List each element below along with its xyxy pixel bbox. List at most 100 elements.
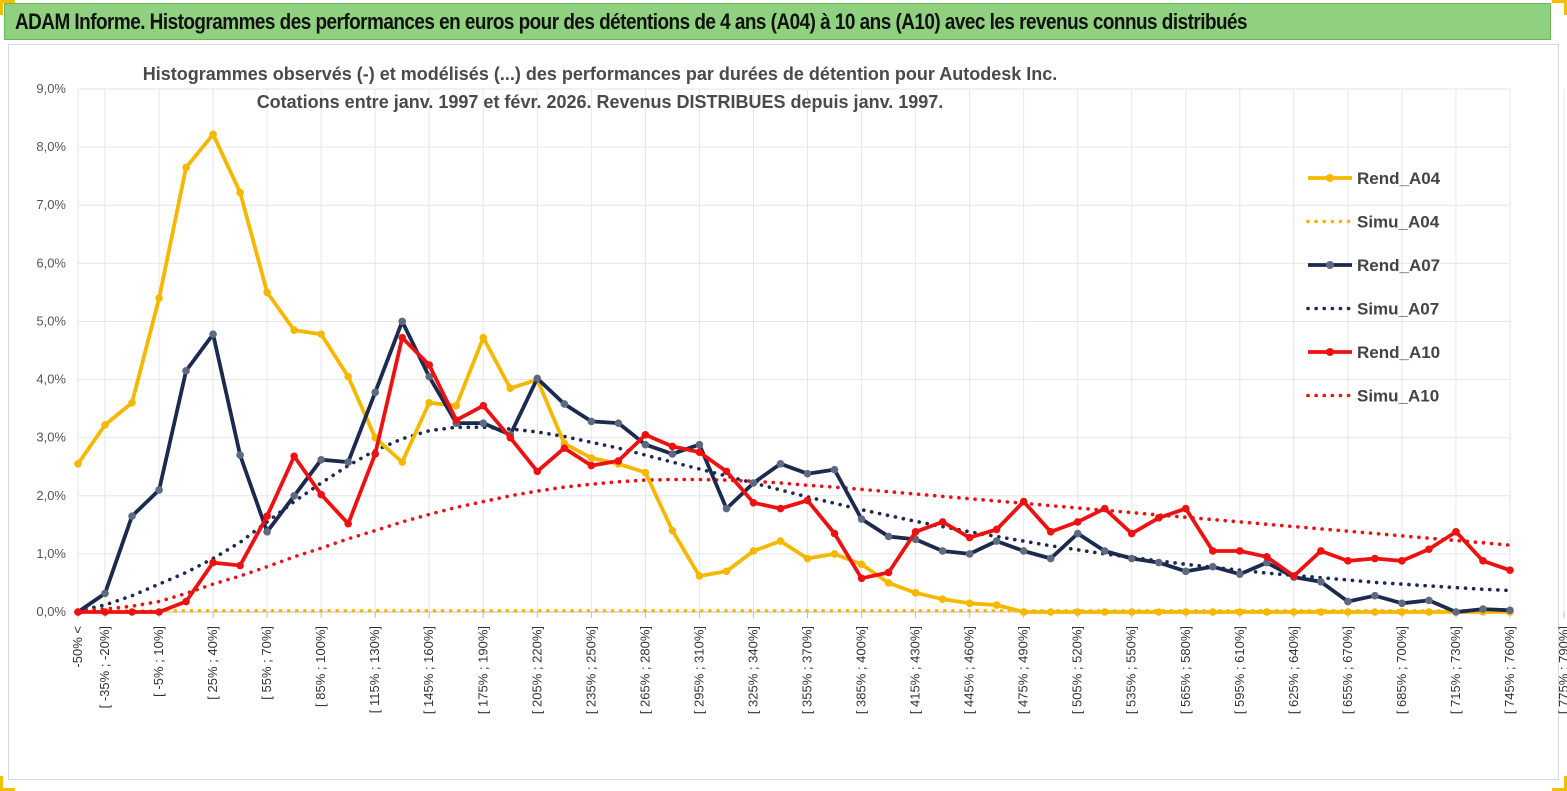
series-point-rend-a07 — [803, 469, 812, 478]
series-point-rend-a07 — [1344, 597, 1352, 606]
series-point-rend-a10 — [425, 361, 434, 369]
series-point-rend-a07 — [1181, 567, 1190, 576]
x-tick-label: [ 445% ; 460%] — [962, 626, 977, 714]
series-point-rend-a07 — [641, 440, 650, 449]
series-point-rend-a04 — [776, 537, 785, 545]
series-point-rend-a07 — [1073, 529, 1082, 538]
series-point-rend-a07 — [1154, 558, 1163, 567]
series-point-rend-a10 — [992, 525, 1001, 534]
series-point-rend-a10 — [1046, 528, 1055, 536]
series-point-rend-a10 — [101, 608, 109, 616]
series-point-rend-a04 — [398, 458, 407, 466]
x-tick-label: [ 115% ; 130%] — [367, 626, 382, 713]
series-point-rend-a07 — [938, 547, 947, 555]
series-point-rend-a07 — [695, 440, 704, 449]
series-point-rend-a07 — [614, 419, 623, 427]
series-point-rend-a04 — [1046, 608, 1055, 616]
series-point-rend-a07 — [857, 515, 866, 523]
series-point-rend-a10 — [1236, 547, 1244, 555]
legend-label-rend-a07: Rend_A07 — [1357, 256, 1440, 275]
series-point-rend-a10 — [749, 498, 758, 507]
series-point-rend-a10 — [344, 519, 352, 528]
series-point-rend-a04 — [830, 550, 839, 558]
report-banner: ADAM Informe. Histogrammes des performan… — [4, 3, 1551, 40]
x-tick-label: [ 145% ; 160%] — [421, 626, 436, 714]
legend-marker-rend-a07 — [1326, 261, 1334, 269]
series-point-rend-a10 — [1506, 566, 1514, 574]
series-point-rend-a04 — [236, 188, 244, 197]
y-tick-label: 4,0% — [36, 372, 66, 387]
corner-mark-bottom-right — [1552, 776, 1567, 791]
series-point-rend-a10 — [1208, 547, 1217, 555]
series-point-rend-a04 — [1236, 608, 1244, 616]
series-point-rend-a07 — [101, 589, 109, 598]
series-point-rend-a07 — [722, 504, 731, 513]
series-point-rend-a04 — [884, 579, 893, 587]
series-point-rend-a04 — [317, 330, 325, 339]
x-tick-label: [ 265% ; 280%] — [637, 626, 652, 714]
series-point-rend-a04 — [1019, 608, 1028, 616]
legend-marker-rend-a04 — [1326, 174, 1334, 182]
x-tick-label: [ 745% ; 760%] — [1502, 626, 1517, 714]
series-point-rend-a10 — [695, 448, 704, 456]
series-point-rend-a07 — [668, 450, 677, 458]
series-point-rend-a10 — [155, 608, 163, 616]
corner-mark-top-right — [1552, 0, 1567, 15]
x-tick-label: [ 85% ; 100%] — [313, 626, 328, 707]
series-point-rend-a10 — [776, 504, 785, 513]
series-point-rend-a07 — [1208, 562, 1217, 571]
series-point-rend-a10 — [74, 608, 82, 616]
series-point-rend-a07 — [1317, 577, 1325, 586]
y-axis: 0,0% 1,0% 2,0% 3,0% 4,0% 5,0% 6,0% 7,0% 8,0% 9,0% — [36, 81, 66, 619]
series-point-rend-a04 — [1290, 608, 1298, 616]
series-point-rend-a07 — [830, 465, 839, 474]
x-tick-label: [ 415% ; 430%] — [908, 626, 923, 714]
x-tick-label: [ 535% ; 550%] — [1124, 626, 1139, 714]
series-point-rend-a04 — [290, 326, 298, 334]
series-point-rend-a04 — [722, 567, 731, 576]
series-point-rend-a07 — [182, 367, 190, 375]
series-line-rend-a07 — [76, 319, 1511, 614]
series-point-rend-a10 — [236, 561, 244, 570]
series-point-rend-a04 — [344, 372, 352, 381]
x-tick-label: [ -35% ; -20%] — [97, 626, 112, 708]
series-point-rend-a04 — [128, 399, 136, 407]
series-point-rend-a04 — [1263, 608, 1271, 616]
series-point-rend-a10 — [803, 496, 812, 505]
series-line-rend-a10 — [78, 335, 1511, 614]
series-point-rend-a10 — [1398, 557, 1406, 565]
series-point-rend-a04 — [1154, 608, 1163, 616]
series-point-rend-a07 — [425, 372, 434, 381]
series-point-rend-a04 — [1398, 608, 1406, 616]
series-point-rend-a10 — [533, 467, 542, 476]
series-point-rend-a10 — [1452, 528, 1460, 536]
series-point-rend-a04 — [803, 554, 812, 563]
x-tick-label: [ 295% ; 310%] — [691, 626, 706, 714]
x-tick-label: -50% < — [70, 626, 85, 668]
y-tick-label: 0,0% — [36, 604, 66, 619]
legend-label-simu-a04: Simu_A04 — [1357, 213, 1440, 232]
series-point-rend-a10 — [506, 433, 515, 442]
series-point-rend-a07 — [533, 374, 542, 383]
chart-panel — [8, 44, 1559, 780]
series-point-rend-a10 — [371, 450, 380, 458]
series-point-rend-a07 — [587, 417, 596, 426]
series-point-rend-a07 — [479, 419, 488, 427]
x-tick-label: [ 715% ; 730%] — [1448, 626, 1463, 714]
series-point-rend-a10 — [317, 490, 325, 499]
series-point-rend-a07 — [1019, 547, 1028, 555]
x-tick-label: [ 205% ; 220%] — [529, 626, 544, 714]
x-tick-label: [ 775% ; 790%] — [1556, 626, 1567, 714]
chart-title-line-1: Histogrammes observés (-) et modélisés (… — [143, 64, 1058, 84]
y-tick-label: 2,0% — [36, 488, 66, 503]
series-point-rend-a10 — [128, 608, 136, 616]
series-point-rend-a07 — [749, 479, 758, 487]
series-point-rend-a07 — [1452, 608, 1460, 616]
y-tick-label: 6,0% — [36, 255, 66, 270]
series-point-rend-a10 — [263, 512, 271, 520]
series-point-rend-a10 — [1073, 518, 1082, 526]
x-tick-label: [ 235% ; 250%] — [583, 626, 598, 714]
chart-legend: Rend_A04 Simu_A04 Rend_A07 Simu_A07 Rend_A10… — [1306, 169, 1441, 406]
series-point-rend-a10 — [641, 430, 650, 439]
